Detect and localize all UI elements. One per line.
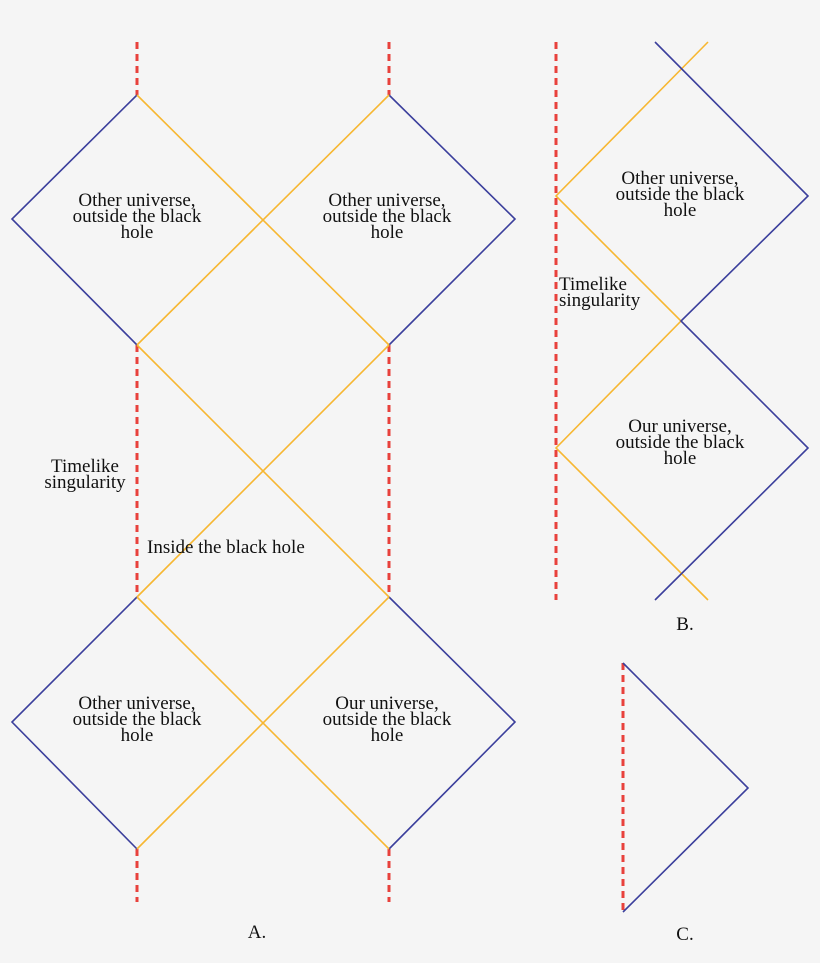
singularity-label: Timelike [51, 456, 119, 477]
region-label: hole [664, 448, 697, 469]
region-label: hole [121, 222, 154, 243]
region-label: hole [371, 222, 404, 243]
region-label: hole [121, 725, 154, 746]
panel-label: A. [248, 922, 266, 943]
singularity-label: singularity [559, 290, 641, 311]
singularity-label: singularity [44, 472, 126, 493]
light-cone [554, 41, 709, 601]
light-cone [136, 596, 390, 850]
region-label: hole [664, 200, 697, 221]
horizon [10, 596, 138, 850]
region-label: Our universe, [628, 416, 731, 437]
horizon [622, 662, 750, 913]
panel-b-lines [554, 41, 810, 601]
region-label: outside the black [616, 184, 745, 205]
horizon [10, 94, 138, 346]
horizon [388, 94, 517, 346]
region-label: Other universe, [78, 693, 195, 714]
region-label: outside the black [323, 709, 452, 730]
singularity-label: Timelike [559, 274, 627, 295]
region-label: outside the black [323, 206, 452, 227]
panel-c-lines [621, 662, 750, 913]
panel-a-lines [10, 42, 517, 902]
region-label: Other universe, [78, 190, 195, 211]
light-cone [136, 344, 390, 598]
horizon [654, 41, 810, 601]
region-label: Our universe, [335, 693, 438, 714]
interior-label: Inside the black hole [147, 537, 305, 558]
region-label: Other universe, [621, 168, 738, 189]
region-label: Other universe, [328, 190, 445, 211]
region-label: outside the black [73, 206, 202, 227]
horizon [388, 596, 517, 850]
region-label: outside the black [73, 709, 202, 730]
panel-label: C. [676, 924, 693, 945]
region-label: outside the black [616, 432, 745, 453]
light-cone [136, 94, 390, 346]
panel-label: B. [676, 614, 693, 635]
region-label: hole [371, 725, 404, 746]
